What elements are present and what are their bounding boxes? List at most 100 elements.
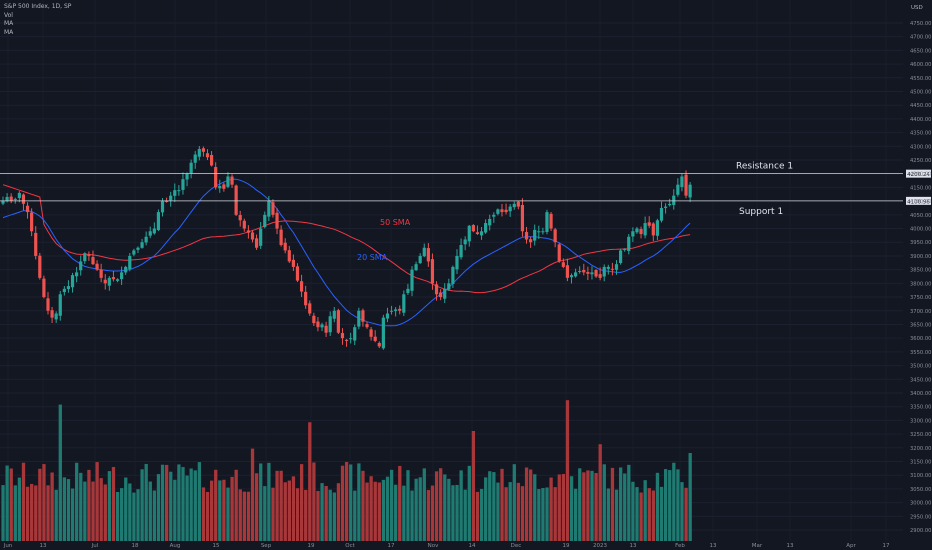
volume-bar: [99, 478, 103, 541]
candle-body: [635, 228, 639, 233]
volume-bar: [312, 462, 316, 541]
volume-bar: [95, 462, 99, 541]
volume-bar: [160, 464, 165, 541]
candle-body: [541, 231, 545, 233]
indicator-ma-2[interactable]: MA: [4, 28, 14, 36]
sma50-path: [2, 184, 691, 294]
volume-bar: [177, 464, 181, 541]
time-tick-label: 18: [132, 543, 139, 549]
volume-bar: [107, 471, 112, 541]
time-tick-label: 13: [787, 543, 794, 549]
volume-bar: [230, 476, 234, 541]
candle-body: [222, 184, 226, 189]
candle-body: [312, 315, 316, 324]
volume-bar: [365, 482, 369, 541]
volume-bar: [627, 464, 631, 541]
volume-bar: [533, 474, 537, 541]
volume-bar: [684, 487, 688, 541]
volume-bar: [275, 470, 279, 541]
candle-body: [75, 272, 79, 277]
volume-bar: [254, 473, 259, 541]
candle-body: [361, 310, 365, 322]
legend: S&P 500 Index, 1D, SP Vol MA MA: [4, 3, 71, 37]
price-tick-label: 4050.00: [910, 213, 931, 219]
candle-body: [173, 190, 177, 196]
candle-body: [533, 229, 537, 241]
volume-bar: [377, 482, 381, 541]
horizontal-levels[interactable]: Resistance 1 4200.24 Support 1 4100.96: [0, 162, 931, 217]
candle-body: [471, 225, 475, 232]
volume-bar: [246, 491, 251, 541]
candle-body: [291, 259, 295, 267]
volume-bar: [250, 448, 255, 541]
volume-bar: [165, 464, 169, 541]
price-axis[interactable]: USD 2900.00 2950.00 3000.00 3050.00 3100.00 31…: [910, 5, 931, 534]
candle-body: [373, 336, 377, 341]
volume-bar: [602, 464, 606, 541]
volume-bar: [30, 483, 34, 541]
candle-body: [414, 264, 418, 271]
candle-body: [614, 264, 619, 270]
level-badge: [906, 169, 931, 178]
volume-bar: [111, 467, 116, 541]
candle-body: [598, 274, 602, 278]
price-tick-label: 3150.00: [910, 460, 931, 466]
candle-body: [529, 239, 533, 243]
candle-body: [520, 204, 525, 232]
price-tick-label: 2950.00: [910, 514, 931, 520]
price-tick-label: 4150.00: [910, 185, 931, 191]
candle-body: [17, 192, 21, 199]
indicator-vol[interactable]: Vol: [4, 11, 13, 19]
symbol-title[interactable]: S&P 500 Index, 1D, SP: [4, 3, 72, 10]
volume-bar: [9, 468, 13, 541]
volume-bar: [87, 469, 91, 541]
candle-body: [132, 250, 136, 255]
indicator-ma-1[interactable]: MA: [4, 20, 14, 27]
time-tick-label: 17: [883, 543, 890, 549]
volume-bar: [25, 486, 30, 541]
candle-body: [165, 200, 169, 202]
volume-bar: [349, 464, 353, 541]
volume-bar: [205, 491, 210, 541]
price-tick-label: 3050.00: [910, 487, 931, 493]
time-tick-label: 13: [40, 543, 47, 549]
candle-body: [651, 223, 655, 236]
level-badge-text: 4200.24: [907, 172, 930, 178]
price-tick-label: 3800.00: [910, 281, 931, 287]
candle-body: [668, 203, 672, 206]
time-tick-label: Nov: [428, 543, 439, 549]
volume-bar: [214, 469, 218, 541]
price-tick-label: 3400.00: [910, 391, 931, 397]
candle-body: [688, 184, 692, 198]
candle-body: [594, 270, 598, 277]
time-tick-label: Dec: [511, 543, 522, 549]
candle-body: [365, 324, 369, 328]
candle-body: [279, 229, 283, 245]
candle-body: [512, 203, 516, 208]
volume-bar: [467, 465, 471, 541]
candle-body: [582, 269, 586, 273]
volume-bar: [516, 482, 521, 541]
candle-body: [246, 230, 250, 233]
candle-body: [451, 266, 455, 284]
candle-body: [426, 248, 430, 262]
volume-bar: [185, 475, 189, 541]
volume-bar: [13, 485, 17, 541]
candle-body: [655, 220, 659, 236]
candle-body: [377, 342, 381, 347]
candle-body: [463, 239, 467, 245]
candle-body: [111, 277, 116, 280]
volume-bar: [430, 485, 435, 541]
candle-body: [238, 215, 242, 221]
candle-body: [398, 308, 402, 311]
candle-body: [254, 238, 259, 248]
candle-body: [627, 236, 631, 251]
candle-body: [271, 202, 275, 215]
time-axis[interactable]: Jun 13 Jul 18 Aug 15 Sep 19 Oct 17 Nov 14 Dec 19 2023 1…: [3, 543, 890, 549]
volume-bar: [488, 471, 492, 541]
candle-body: [218, 186, 222, 189]
volume-bar: [140, 469, 144, 541]
candle-body: [259, 228, 263, 246]
candle-body: [287, 250, 291, 262]
